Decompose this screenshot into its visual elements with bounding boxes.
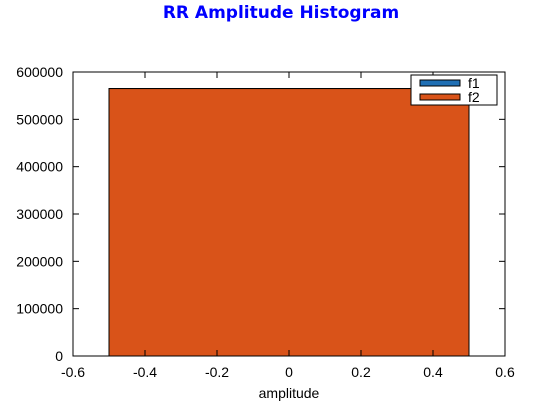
y-tick-label: 400000	[16, 159, 63, 175]
y-tick-label: 500000	[16, 111, 63, 127]
x-tick-label: 0.6	[495, 364, 515, 380]
histogram-bar-f2-0	[108, 88, 470, 357]
chart-title: RR Amplitude Histogram	[163, 3, 399, 23]
x-tick-label: -0.6	[61, 364, 85, 380]
y-tick-label: 300000	[16, 206, 63, 222]
y-tick-label: 0	[55, 348, 63, 364]
x-tick-label: 0.2	[351, 364, 371, 380]
y-tick-label: 200000	[16, 253, 63, 269]
y-tick-label: 100000	[16, 301, 63, 317]
legend-swatch-f2	[419, 93, 461, 101]
x-tick-label: -0.2	[205, 364, 229, 380]
legend-swatch-f1	[419, 79, 461, 87]
x-axis-label: amplitude	[259, 385, 320, 401]
y-tick-label: 600000	[16, 64, 63, 80]
x-tick-label: 0.4	[423, 364, 443, 380]
legend-label-f1: f1	[468, 75, 480, 91]
x-tick-label: -0.4	[133, 364, 157, 380]
x-tick-label: 0	[285, 364, 293, 380]
legend-label-f2: f2	[468, 89, 480, 105]
